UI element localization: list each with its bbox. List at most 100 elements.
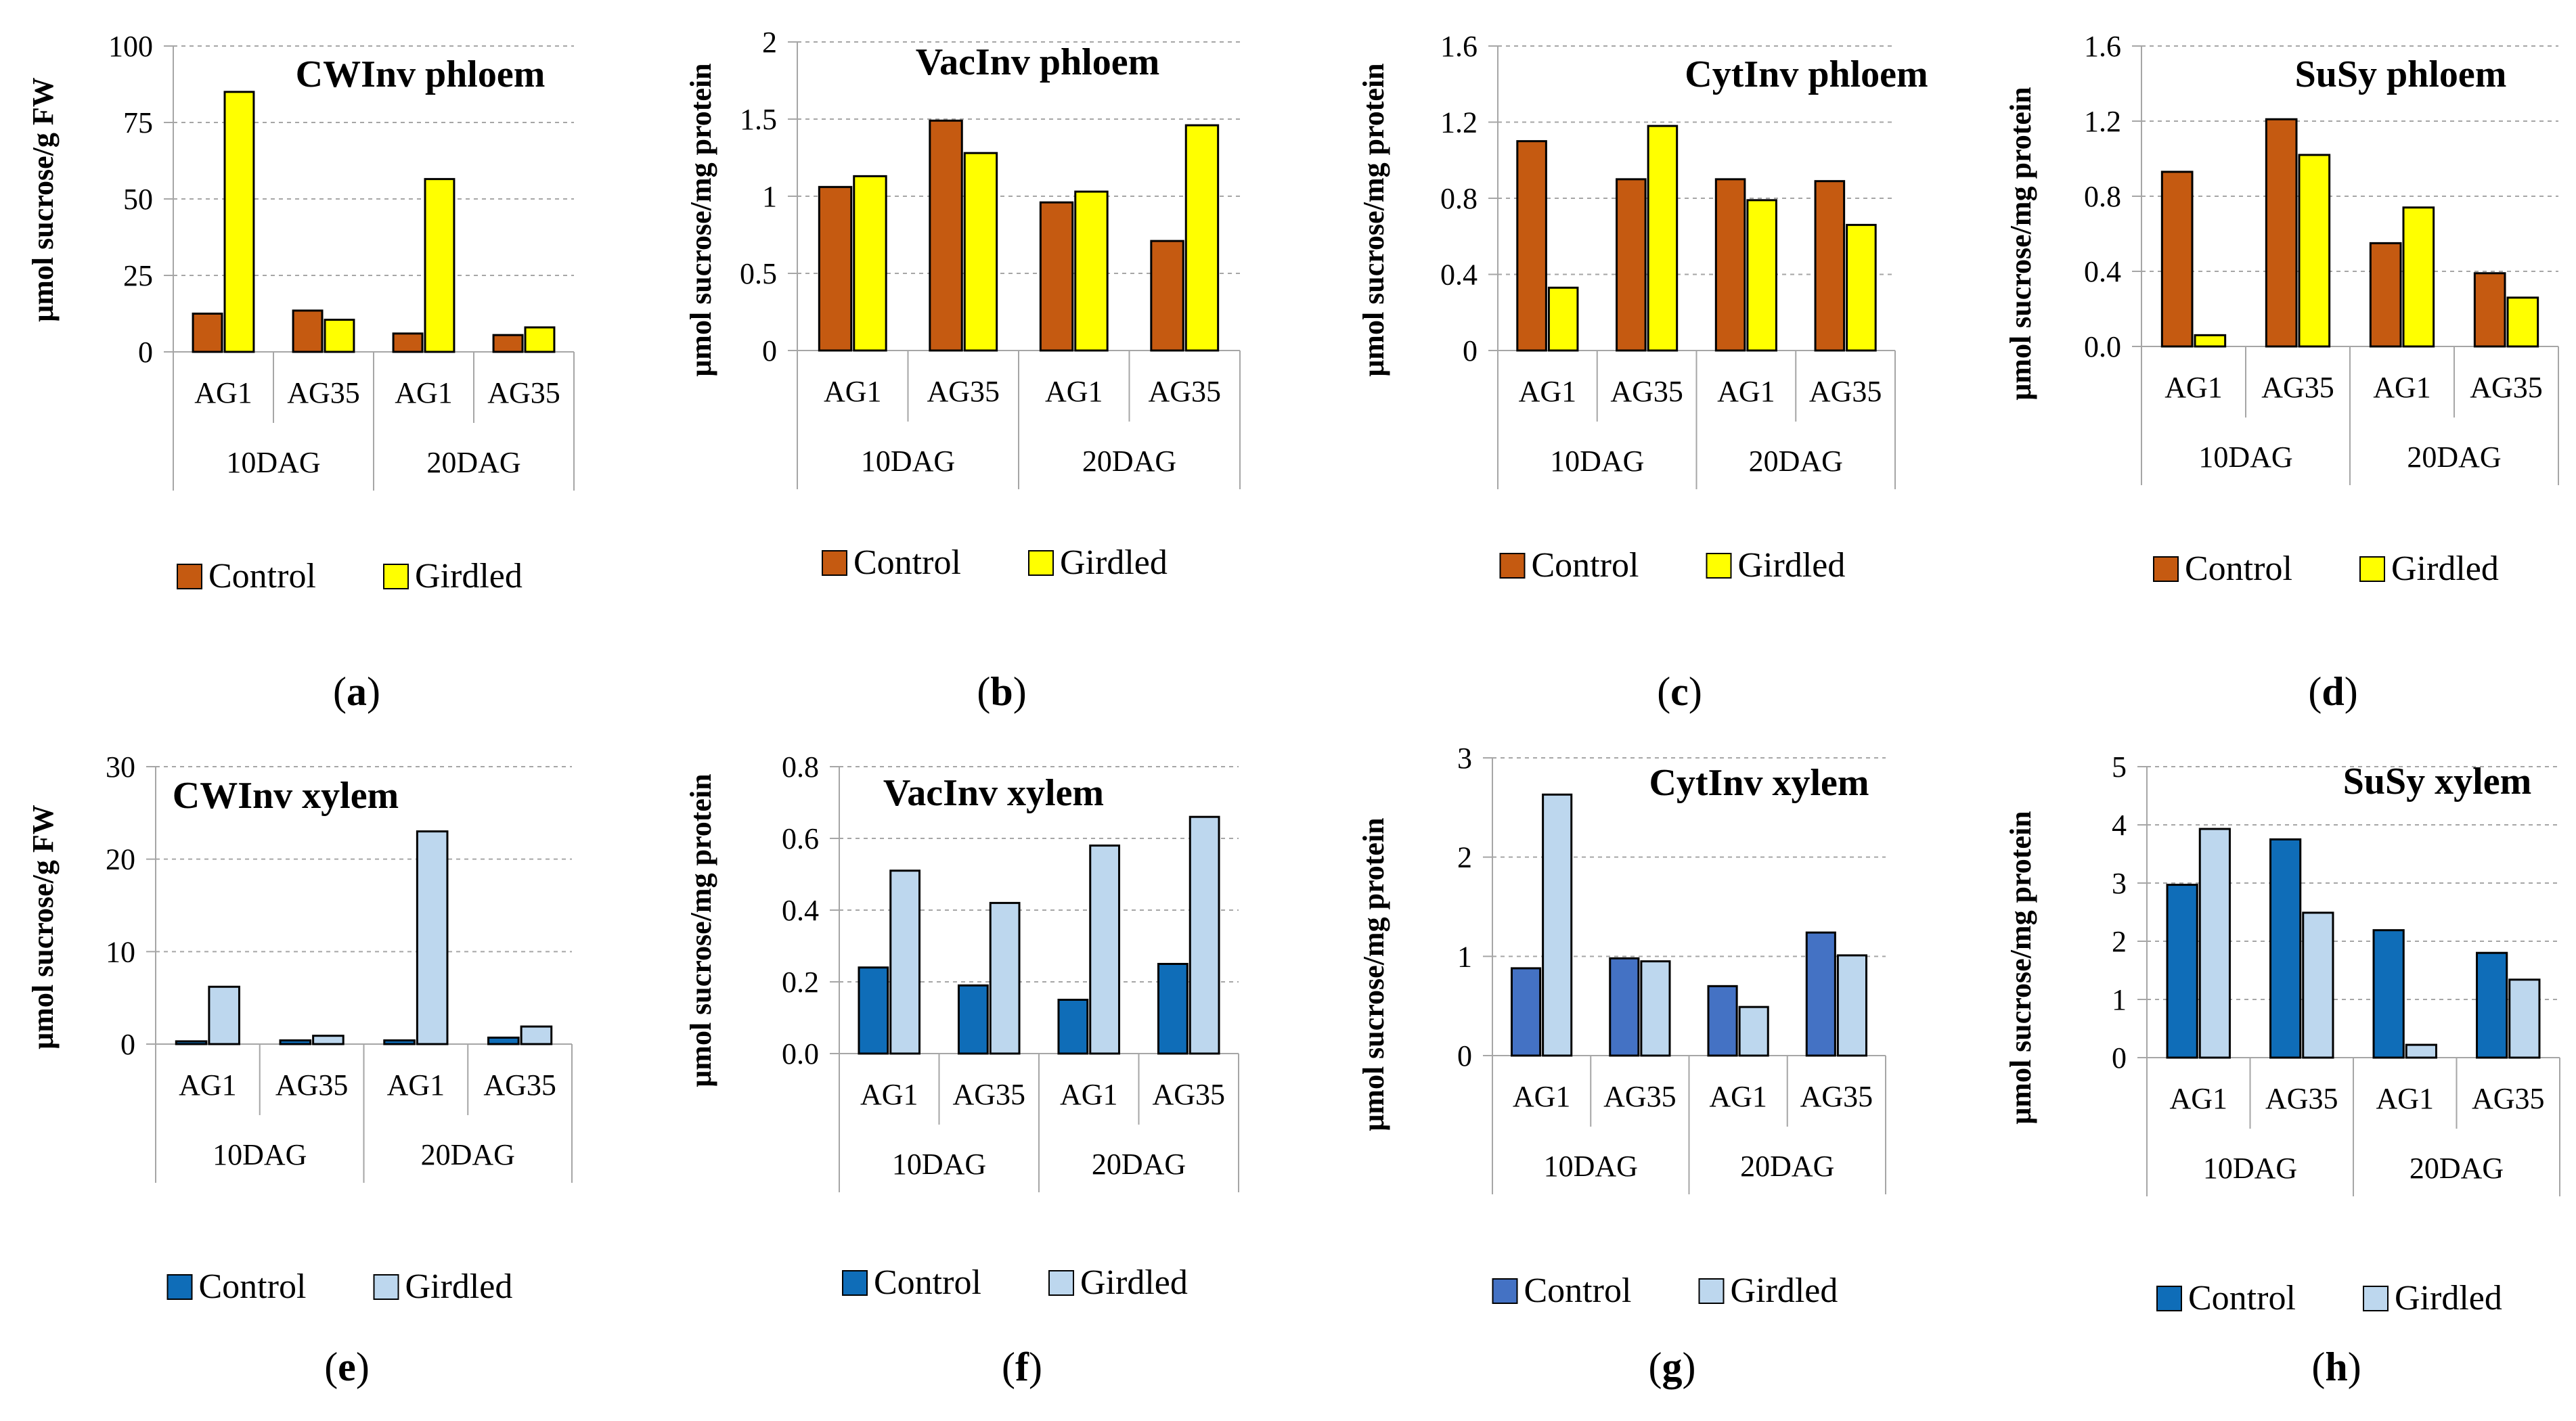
y-tick-label: 0.4: [2084, 255, 2121, 288]
legend-label-girdled: Girdled: [1060, 543, 1168, 582]
bar-girdled-4: [1836, 954, 1867, 1057]
bar-girdled-2: [989, 901, 1021, 1055]
legend-swatch-girdled: [2359, 556, 2385, 582]
group-label: 20DAG: [1749, 445, 1843, 478]
bar-control-4: [492, 334, 524, 353]
y-tick-label: 0.2: [782, 966, 819, 999]
legend-swatch-control: [842, 1270, 868, 1296]
legend-label-control: Control: [874, 1263, 981, 1302]
x-tick-label: AG35: [287, 376, 360, 409]
x-tick-label: AG35: [2472, 1082, 2545, 1115]
y-tick-label: 2: [762, 26, 777, 59]
y-tick-label: 0.8: [1440, 182, 1478, 215]
bar-girdled-3: [1089, 844, 1121, 1055]
y-axis-label: μmol sucrose/mg protein: [1357, 63, 1390, 376]
y-tick-label: 0: [1457, 1039, 1472, 1073]
group-label: 10DAG: [213, 1138, 307, 1171]
chart-panel-g: 0 1 2 3 AG1 AG35 AG1 AG35 10DAG 20DAG CytInv xylem…: [1357, 742, 1886, 1389]
bar-control-3: [1039, 201, 1074, 352]
bar-girdled-4: [524, 326, 556, 353]
y-tick-label: 0.4: [1440, 258, 1478, 292]
bar-control-3: [383, 1039, 416, 1045]
legend-label-control: Control: [853, 543, 961, 582]
y-axis-label: μmol sucrose/mg protein: [2004, 811, 2037, 1124]
chart-panel-c: 0 0.4 0.8 1.2 1.6 AG1 AG35 AG1 AG35 10DAG 20DAG Cyt…: [1357, 30, 1928, 714]
x-tick-label: AG1: [2169, 1082, 2227, 1115]
group-label: 20DAG: [426, 446, 520, 479]
bar-girdled-3: [2402, 206, 2435, 348]
legend-label-girdled: Girdled: [2391, 549, 2499, 588]
group-label: 10DAG: [2198, 441, 2292, 474]
bar-control-4: [2473, 272, 2506, 348]
y-tick-label: 1: [762, 180, 777, 213]
bar-girdled-2: [2298, 154, 2331, 348]
x-tick-label: AG1: [395, 376, 453, 409]
x-tick-label: AG35: [483, 1068, 556, 1102]
y-tick-label: 50: [123, 183, 153, 216]
bar-girdled-3: [424, 178, 456, 353]
bar-control-3: [2369, 242, 2402, 348]
x-tick-label: AG35: [1152, 1078, 1225, 1111]
y-axis-label: μmol sucrose/g FW: [26, 77, 60, 321]
group-label: 20DAG: [1082, 445, 1176, 478]
panel-letter: (d): [2308, 669, 2357, 714]
y-tick-label: 1: [1457, 940, 1472, 973]
bar-girdled-1: [1547, 286, 1579, 352]
bar-girdled-2: [1640, 960, 1671, 1057]
bar-girdled-3: [1074, 190, 1109, 352]
legend-label-girdled: Girdled: [1080, 1263, 1188, 1302]
y-tick-label: 0.6: [782, 822, 819, 855]
legend-swatch-girdled: [383, 564, 409, 589]
y-tick-label: 0.5: [740, 257, 777, 290]
bar-girdled-2: [963, 152, 998, 352]
y-tick-label: 0.0: [782, 1037, 819, 1070]
x-tick-label: AG35: [1148, 375, 1221, 408]
bar-girdled-4: [1189, 815, 1220, 1055]
bar-control-1: [175, 1040, 208, 1045]
y-tick-label: 0: [2112, 1041, 2127, 1075]
bar-girdled-1: [889, 870, 921, 1055]
y-tick-label: 5: [2112, 750, 2127, 784]
bar-control-1: [2166, 884, 2198, 1059]
bar-control-2: [929, 119, 963, 352]
panel-letter: (f): [1002, 1345, 1042, 1389]
legend-swatch-control: [1492, 1278, 1518, 1304]
x-tick-label: AG1: [1513, 1080, 1571, 1113]
chart-title: CWInv xylem: [173, 775, 399, 817]
x-tick-label: AG35: [927, 375, 1000, 408]
x-tick-label: AG35: [2265, 1082, 2338, 1115]
chart-panel-f: 0.0 0.2 0.4 0.6 0.8 AG1 AG35 AG1 AG35 10DAG 20DAG V…: [684, 750, 1239, 1389]
group-label: 10DAG: [226, 446, 320, 479]
panel-letter: (e): [324, 1345, 370, 1389]
x-tick-label: AG35: [487, 376, 560, 409]
bar-control-2: [957, 984, 989, 1055]
x-tick-label: AG1: [194, 376, 252, 409]
y-tick-label: 0.8: [2084, 180, 2121, 213]
x-tick-label: AG1: [179, 1068, 237, 1102]
bar-control-4: [2476, 951, 2508, 1059]
bar-control-4: [1157, 963, 1189, 1055]
bar-girdled-4: [1184, 124, 1220, 352]
y-tick-label: 3: [2112, 867, 2127, 900]
legend-swatch-control: [822, 550, 847, 576]
bar-girdled-1: [2198, 828, 2231, 1059]
y-tick-label: 4: [2112, 809, 2127, 842]
bar-girdled-3: [2405, 1043, 2437, 1059]
group-label: 20DAG: [2410, 1152, 2504, 1185]
x-tick-label: AG35: [1610, 375, 1683, 408]
group-label: 20DAG: [2407, 441, 2501, 474]
chart-title: VacInv xylem: [883, 772, 1104, 814]
y-tick-label: 30: [106, 750, 135, 784]
x-tick-label: AG35: [1809, 375, 1882, 408]
legend-label-girdled: Girdled: [2395, 1279, 2502, 1317]
x-tick-label: AG35: [1603, 1080, 1676, 1113]
x-tick-label: AG1: [860, 1078, 918, 1111]
bar-girdled-3: [1746, 199, 1777, 352]
x-tick-label: AG1: [387, 1068, 445, 1102]
x-tick-label: AG1: [824, 375, 882, 408]
bar-control-4: [1805, 931, 1836, 1057]
bar-girdled-2: [2302, 911, 2334, 1059]
y-tick-label: 100: [108, 30, 153, 63]
legend-label-control: Control: [2185, 549, 2292, 588]
y-tick-label: 0: [762, 334, 777, 367]
